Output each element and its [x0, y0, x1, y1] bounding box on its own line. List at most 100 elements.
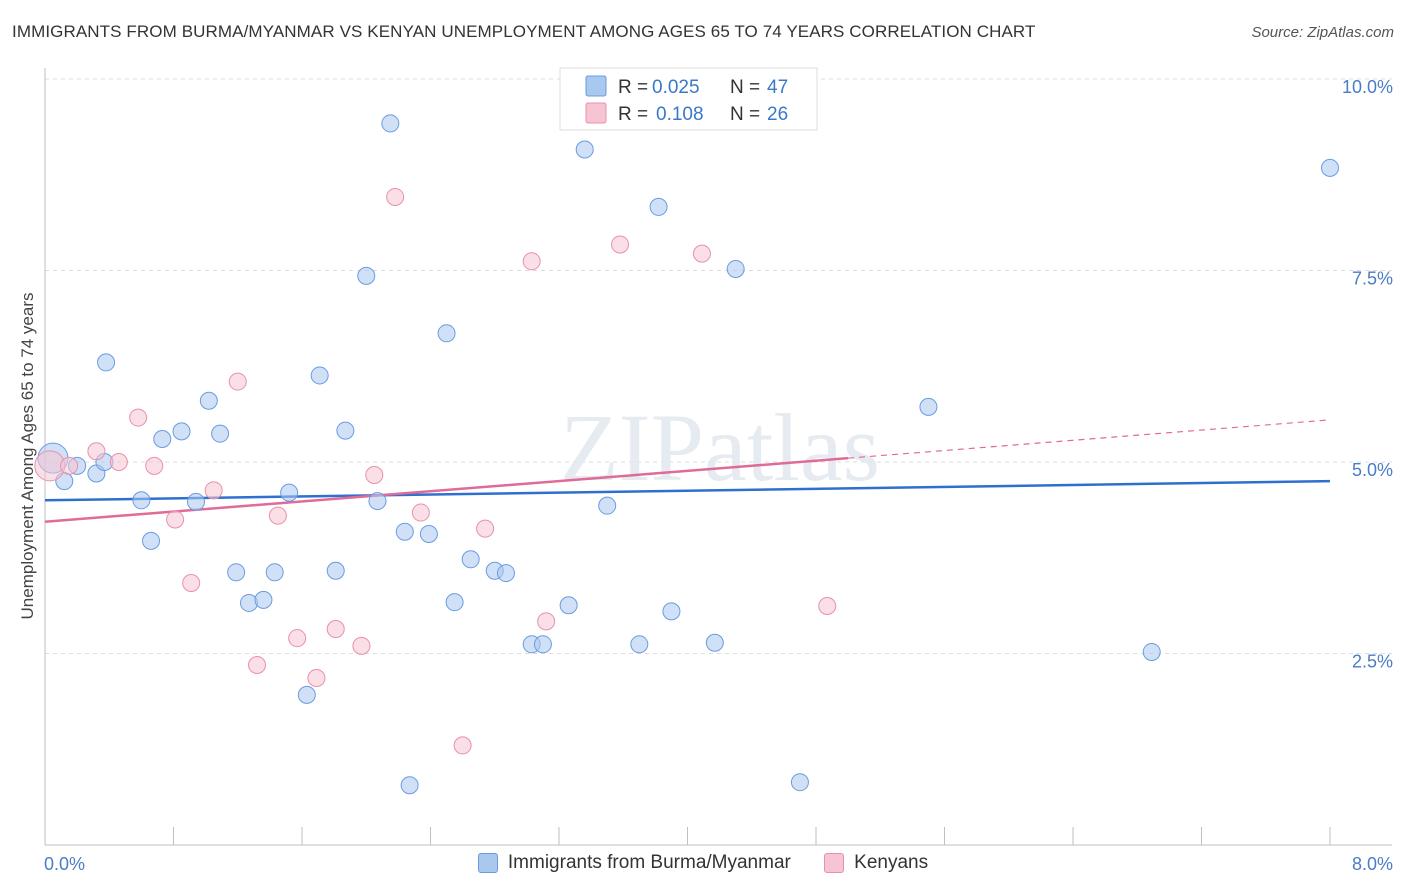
legend-swatch-burma [477, 853, 498, 873]
point-burma [1142, 642, 1161, 661]
point-kenyans [453, 736, 472, 755]
point-kenyans [228, 372, 247, 391]
stats-legend: R = 0.025 N = 47 R = 0.108 N = 26 [559, 67, 818, 131]
y-tick-labels: 2.5% 5.0% 7.5% 10.0% [1342, 77, 1393, 672]
point-kenyans [537, 612, 556, 631]
point-kenyans [182, 574, 201, 593]
legend-label-kenyans: Kenyans [854, 852, 929, 873]
chart-title: IMMIGRANTS FROM BURMA/MYANMAR VS KENYAN … [12, 22, 1036, 41]
point-burma [575, 140, 594, 159]
data-points [34, 114, 1339, 795]
stats-legend-n-label-kenyans: N = [730, 104, 760, 125]
stats-legend-n-kenyans: 26 [767, 104, 788, 125]
stats-legend-swatch-burma [585, 75, 607, 97]
point-kenyans [386, 187, 405, 206]
point-kenyans [692, 244, 711, 263]
y-tick-label: 10.0% [1342, 77, 1393, 97]
point-burma [533, 635, 552, 654]
x-tick-label-max: 8.0% [1352, 854, 1393, 874]
point-burma [437, 324, 456, 343]
trendline-burma [44, 479, 1331, 502]
point-burma [445, 593, 464, 612]
x-tick-labels: 0.0% 8.0% [44, 854, 1393, 874]
point-kenyans [145, 456, 164, 475]
point-burma [395, 522, 414, 541]
stats-legend-n-label-burma: N = [730, 77, 760, 98]
point-burma [254, 590, 273, 609]
series-legend: Immigrants from Burma/Myanmar Kenyans [0, 852, 1406, 879]
point-kenyans [818, 597, 837, 616]
point-burma [280, 483, 299, 502]
point-kenyans [522, 252, 541, 271]
point-burma [400, 776, 419, 795]
point-burma [153, 430, 172, 449]
point-burma [790, 773, 809, 792]
watermark: ZIPatlas [560, 394, 880, 501]
stats-legend-r-kenyans: 0.108 [656, 104, 704, 125]
point-kenyans [87, 442, 106, 461]
stats-legend-r-label-burma: R = [618, 77, 648, 98]
point-burma [357, 266, 376, 285]
point-burma [199, 391, 218, 410]
trendline-kenyans [44, 456, 849, 523]
gridlines [45, 78, 1392, 654]
point-burma [186, 492, 205, 511]
point-burma [265, 563, 284, 582]
point-burma [726, 259, 745, 278]
point-kenyans [476, 519, 495, 538]
point-kenyans [288, 629, 307, 648]
point-kenyans [326, 619, 345, 638]
stats-legend-n-burma: 47 [767, 77, 788, 98]
point-burma [172, 422, 191, 441]
point-burma [381, 114, 400, 133]
point-burma [649, 197, 668, 216]
point-burma [336, 421, 355, 440]
point-burma [368, 492, 387, 511]
point-kenyans [352, 636, 371, 655]
stats-legend-r-label-kenyans: R = [618, 104, 648, 125]
trendlines [44, 419, 1331, 523]
point-burma [919, 397, 938, 416]
chart-source: Source: ZipAtlas.com [1251, 24, 1394, 41]
point-kenyans [411, 503, 430, 522]
y-tick-label: 2.5% [1352, 652, 1393, 672]
stats-legend-r-burma: 0.025 [652, 77, 700, 98]
point-burma [559, 596, 578, 615]
point-kenyans [60, 456, 79, 475]
trendline-kenyans-extension [848, 419, 1331, 459]
point-burma [326, 561, 345, 580]
point-kenyans [365, 466, 384, 485]
point-burma [132, 491, 151, 510]
point-kenyans [166, 510, 185, 529]
point-burma [630, 635, 649, 654]
point-burma [705, 633, 724, 652]
stats-legend-swatch-kenyans [585, 102, 607, 124]
point-burma [310, 366, 329, 385]
y-tick-label: 5.0% [1352, 460, 1393, 480]
point-kenyans [109, 453, 128, 471]
point-kenyans [204, 481, 223, 500]
y-tick-label: 7.5% [1352, 269, 1393, 289]
point-burma [662, 602, 681, 621]
point-kenyans [307, 669, 326, 688]
legend-swatch-kenyans [824, 853, 845, 873]
point-burma [297, 685, 316, 704]
point-burma [419, 525, 438, 544]
point-burma [1321, 158, 1339, 177]
x-tick-label-min: 0.0% [44, 854, 85, 874]
point-burma [142, 531, 161, 550]
point-kenyans [268, 506, 287, 525]
point-kenyans [248, 655, 267, 674]
legend-item-burma: Immigrants from Burma/Myanmar [477, 852, 791, 874]
point-kenyans [611, 235, 630, 254]
legend-label-burma: Immigrants from Burma/Myanmar [507, 852, 791, 873]
point-burma [496, 564, 515, 583]
point-burma [461, 550, 480, 569]
point-burma [211, 424, 230, 443]
point-burma [598, 496, 617, 515]
point-burma [227, 563, 246, 582]
point-burma [97, 353, 116, 372]
point-kenyans [129, 408, 148, 427]
legend-item-kenyans: Kenyans [824, 852, 928, 874]
